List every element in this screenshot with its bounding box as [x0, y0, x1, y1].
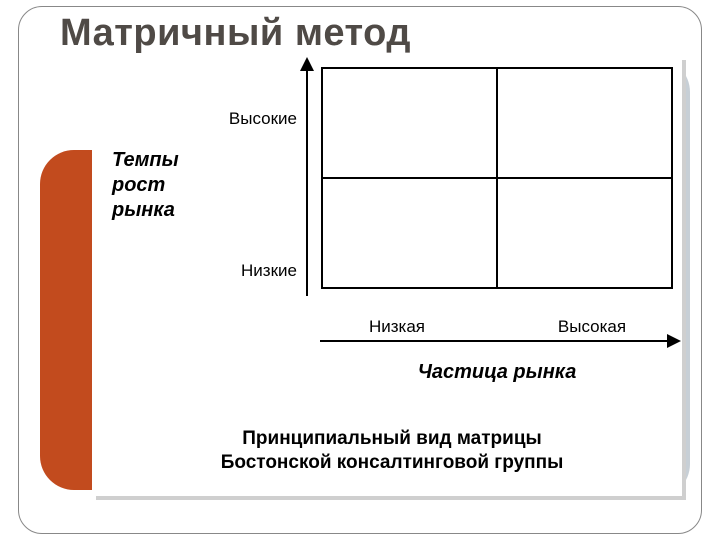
- x-tick-low: Низкая: [369, 317, 425, 336]
- slide-root: ма ке. На об относ п в Высокие Н: [0, 0, 720, 540]
- slide-title: Матричный метод: [60, 12, 411, 55]
- y-axis-title-l1: Темпы: [112, 149, 179, 171]
- x-tick-high: Высокая: [558, 317, 626, 336]
- x-axis-title: Частица рынка: [418, 361, 577, 383]
- y-axis-title-l2: рост: [111, 174, 165, 196]
- y-tick-high: Высокие: [229, 109, 297, 128]
- caption-l2: Бостонской консалтинговой группы: [221, 452, 564, 473]
- bcg-matrix-diagram: Высокие Низкие Темпы рост рынка Низкая В…: [92, 56, 682, 496]
- bcg-matrix-svg: Высокие Низкие Темпы рост рынка Низкая В…: [92, 56, 682, 496]
- y-tick-low: Низкие: [241, 261, 297, 280]
- caption-l1: Принципиальный вид матрицы: [242, 428, 541, 449]
- y-axis-title-l3: рынка: [111, 199, 175, 221]
